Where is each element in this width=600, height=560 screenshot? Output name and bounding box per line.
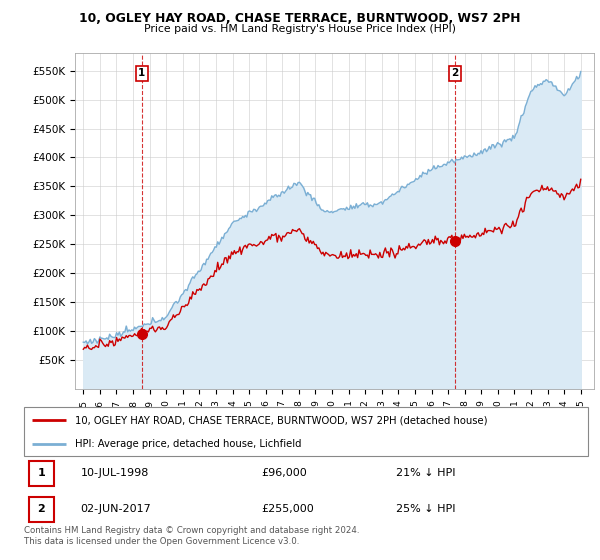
Text: 21% ↓ HPI: 21% ↓ HPI bbox=[396, 468, 456, 478]
Bar bbox=[29, 461, 54, 486]
Text: HPI: Average price, detached house, Lichfield: HPI: Average price, detached house, Lich… bbox=[75, 439, 301, 449]
Text: 10, OGLEY HAY ROAD, CHASE TERRACE, BURNTWOOD, WS7 2PH (detached house): 10, OGLEY HAY ROAD, CHASE TERRACE, BURNT… bbox=[75, 416, 487, 426]
Text: £255,000: £255,000 bbox=[261, 505, 314, 515]
Text: Price paid vs. HM Land Registry's House Price Index (HPI): Price paid vs. HM Land Registry's House … bbox=[144, 24, 456, 34]
Bar bbox=[29, 497, 54, 522]
Text: Contains HM Land Registry data © Crown copyright and database right 2024.
This d: Contains HM Land Registry data © Crown c… bbox=[24, 526, 359, 546]
Text: 10, OGLEY HAY ROAD, CHASE TERRACE, BURNTWOOD, WS7 2PH: 10, OGLEY HAY ROAD, CHASE TERRACE, BURNT… bbox=[79, 12, 521, 25]
Text: 1: 1 bbox=[37, 468, 45, 478]
Text: 10-JUL-1998: 10-JUL-1998 bbox=[80, 468, 149, 478]
Text: 25% ↓ HPI: 25% ↓ HPI bbox=[396, 505, 456, 515]
Text: £96,000: £96,000 bbox=[261, 468, 307, 478]
Text: 2: 2 bbox=[451, 68, 458, 78]
Text: 02-JUN-2017: 02-JUN-2017 bbox=[80, 505, 151, 515]
Text: 1: 1 bbox=[138, 68, 145, 78]
FancyBboxPatch shape bbox=[24, 407, 588, 456]
Text: 2: 2 bbox=[37, 505, 45, 515]
